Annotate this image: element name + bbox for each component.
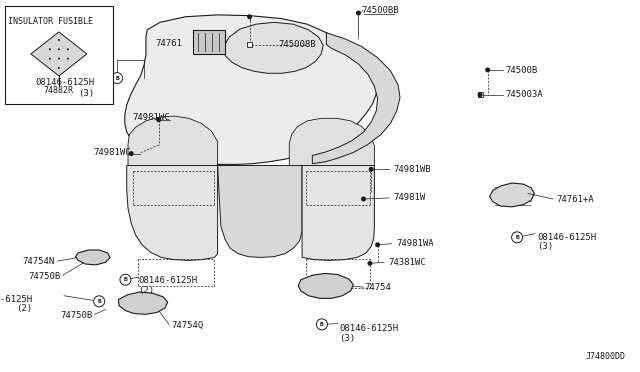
Polygon shape — [31, 32, 87, 76]
Text: (3): (3) — [339, 334, 355, 343]
Circle shape — [513, 235, 518, 240]
Text: 74750B: 74750B — [61, 311, 93, 320]
Text: 745008B: 745008B — [278, 40, 316, 49]
Circle shape — [111, 73, 123, 84]
Polygon shape — [5, 6, 113, 104]
Polygon shape — [128, 116, 218, 166]
Text: 08146-6125H: 08146-6125H — [138, 276, 197, 285]
Polygon shape — [302, 166, 374, 260]
Bar — [477, 92, 483, 97]
Text: 74981WB: 74981WB — [394, 165, 431, 174]
Circle shape — [361, 196, 366, 202]
Text: 74754Q: 74754Q — [171, 321, 203, 330]
Text: 74750B: 74750B — [29, 272, 61, 280]
Circle shape — [367, 261, 372, 266]
Text: 08146-6125H: 08146-6125H — [36, 78, 95, 87]
Text: 74981WC: 74981WC — [132, 113, 170, 122]
Polygon shape — [289, 118, 374, 166]
Text: 74754: 74754 — [365, 283, 392, 292]
Circle shape — [58, 67, 60, 69]
Text: 08146-6125H: 08146-6125H — [0, 295, 32, 304]
Text: B: B — [97, 299, 101, 304]
Circle shape — [477, 92, 483, 97]
Circle shape — [129, 151, 134, 156]
Text: 74500BB: 74500BB — [362, 6, 399, 15]
Text: (2): (2) — [16, 304, 32, 313]
Text: 745003A: 745003A — [506, 90, 543, 99]
Text: B: B — [515, 235, 519, 240]
Text: 74981W: 74981W — [394, 193, 426, 202]
Circle shape — [58, 48, 60, 50]
Text: (3): (3) — [538, 242, 554, 251]
Text: 74500B: 74500B — [506, 66, 538, 75]
Text: 74761+A: 74761+A — [557, 195, 595, 203]
Polygon shape — [127, 166, 218, 260]
Bar — [247, 42, 252, 47]
Circle shape — [316, 319, 328, 330]
Circle shape — [156, 117, 161, 122]
Circle shape — [247, 14, 252, 19]
Text: (3): (3) — [79, 89, 95, 97]
Polygon shape — [298, 273, 353, 298]
Polygon shape — [312, 33, 400, 164]
Polygon shape — [118, 292, 168, 314]
Text: (2): (2) — [138, 286, 154, 295]
Text: INSULATOR FUSIBLE: INSULATOR FUSIBLE — [8, 17, 93, 26]
Bar — [193, 30, 225, 54]
Circle shape — [369, 167, 374, 172]
Text: 74381WC: 74381WC — [388, 258, 426, 267]
Circle shape — [67, 58, 69, 60]
Circle shape — [58, 39, 60, 41]
Circle shape — [67, 48, 69, 50]
Polygon shape — [218, 166, 302, 257]
Circle shape — [120, 274, 131, 285]
Text: B: B — [320, 322, 324, 327]
Polygon shape — [125, 15, 378, 164]
Text: 74754N: 74754N — [22, 257, 54, 266]
Polygon shape — [490, 183, 534, 207]
Circle shape — [93, 296, 105, 307]
Circle shape — [375, 242, 380, 247]
Circle shape — [58, 58, 60, 60]
Circle shape — [49, 48, 51, 50]
Text: J74800DD: J74800DD — [586, 352, 626, 361]
Circle shape — [157, 118, 161, 122]
Circle shape — [485, 67, 490, 73]
Polygon shape — [223, 22, 323, 73]
Text: 74761: 74761 — [156, 39, 182, 48]
Text: 74981WC: 74981WC — [93, 148, 131, 157]
Circle shape — [49, 58, 51, 60]
Text: 74981WA: 74981WA — [397, 239, 435, 248]
Text: 08146-6125H: 08146-6125H — [538, 232, 596, 241]
Circle shape — [511, 232, 523, 243]
Text: B: B — [124, 277, 127, 282]
Polygon shape — [76, 250, 110, 265]
Circle shape — [356, 10, 361, 16]
Text: 74882R: 74882R — [44, 86, 74, 94]
Text: 08146-6125H: 08146-6125H — [339, 324, 398, 333]
Text: B: B — [115, 76, 119, 81]
